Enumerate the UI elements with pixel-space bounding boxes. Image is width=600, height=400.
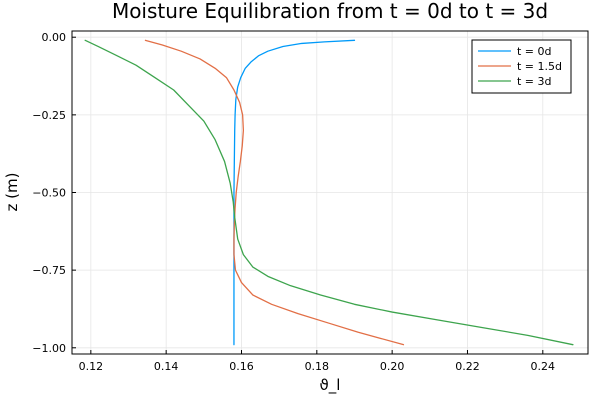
- chart-title: Moisture Equilibration from t = 0d to t …: [112, 0, 548, 23]
- legend-label-0: t = 0d: [517, 45, 552, 58]
- x-tick-label: 0.12: [79, 360, 104, 373]
- y-axis-title: z (m): [3, 173, 21, 212]
- x-tick-label: 0.14: [154, 360, 179, 373]
- y-tick-label: −0.50: [32, 187, 66, 200]
- y-axis-ticks: 0.00 −0.25 −0.50 −0.75 −1.00: [32, 31, 76, 355]
- x-tick-label: 0.20: [380, 360, 405, 373]
- x-axis-ticks: 0.12 0.14 0.16 0.18 0.20 0.22 0.24: [79, 350, 555, 373]
- x-tick-label: 0.18: [305, 360, 330, 373]
- x-tick-label: 0.24: [531, 360, 556, 373]
- x-tick-label: 0.16: [229, 360, 254, 373]
- x-tick-label: 0.22: [455, 360, 480, 373]
- y-tick-label: −0.25: [32, 109, 66, 122]
- legend: t = 0d t = 1.5d t = 3d: [471, 39, 572, 94]
- grid: [72, 31, 588, 354]
- x-axis-title: ϑ_l: [320, 376, 341, 395]
- legend-label-2: t = 3d: [517, 75, 552, 88]
- y-tick-label: −0.75: [32, 264, 66, 277]
- series-line-2: [84, 39, 574, 346]
- legend-label-1: t = 1.5d: [517, 60, 562, 73]
- series-group: [84, 39, 574, 346]
- y-tick-label: −1.00: [32, 342, 66, 355]
- series-line-1: [144, 39, 405, 346]
- y-tick-label: 0.00: [42, 31, 67, 44]
